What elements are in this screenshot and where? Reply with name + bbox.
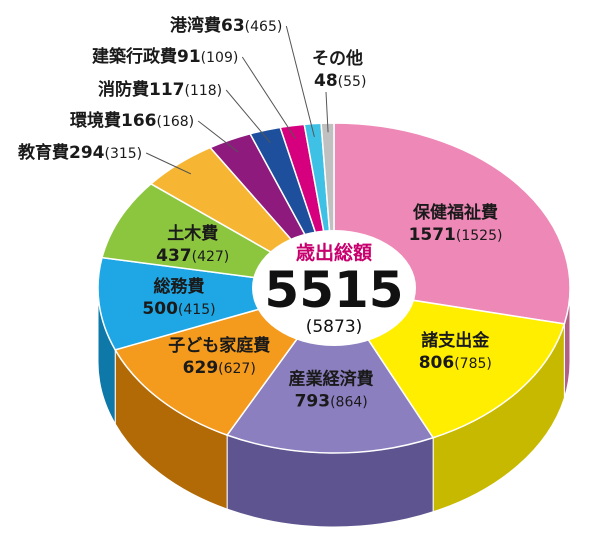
- label-value-1: 806(785): [419, 353, 492, 373]
- leader-7: [197, 120, 239, 153]
- label-text-10: 港湾費63(465): [170, 15, 282, 36]
- label-value-3: 629(627): [183, 358, 256, 378]
- leader-10: [285, 25, 315, 137]
- label-name-4: 総務費: [154, 276, 205, 297]
- label-name-5: 土木費: [167, 223, 218, 244]
- label-name-3: 子ども家庭費: [168, 335, 270, 356]
- label-value-11: 48(55): [314, 71, 366, 91]
- label-6: 教育費294(315): [17, 142, 142, 163]
- label-value-5: 437(427): [156, 246, 229, 266]
- label-value-0: 1571(1525): [409, 225, 503, 245]
- center-total: 5515: [264, 261, 403, 319]
- label-name-11: その他: [312, 48, 363, 69]
- label-name-2: 産業経済費: [289, 368, 374, 389]
- pie-sides: [97, 287, 571, 528]
- label-8: 消防費117(118): [98, 79, 222, 100]
- label-name-0: 保健福祉費: [412, 202, 498, 223]
- center-title: 歳出総額: [296, 241, 372, 264]
- slice-top-2: [225, 286, 435, 454]
- label-text-7: 環境費166(168): [70, 110, 194, 131]
- label-10: 港湾費63(465): [170, 15, 282, 36]
- label-value-4: 500(415): [142, 299, 215, 319]
- leader-6: [145, 152, 192, 175]
- center-hole: [252, 230, 416, 346]
- label-7: 環境費166(168): [70, 110, 194, 131]
- leader-8: [225, 89, 271, 144]
- leader-9: [241, 56, 296, 139]
- center-previous: (5873): [306, 317, 363, 337]
- leader-lines: [145, 25, 329, 175]
- label-text-6: 教育費294(315): [17, 142, 142, 163]
- leader-11: [325, 91, 329, 133]
- label-value-2: 793(864): [295, 391, 368, 411]
- label-text-9: 建築行政費91(109): [92, 46, 238, 67]
- label-text-8: 消防費117(118): [98, 79, 222, 100]
- label-name-1: 諸支出金: [421, 330, 490, 351]
- label-9: 建築行政費91(109): [92, 46, 238, 67]
